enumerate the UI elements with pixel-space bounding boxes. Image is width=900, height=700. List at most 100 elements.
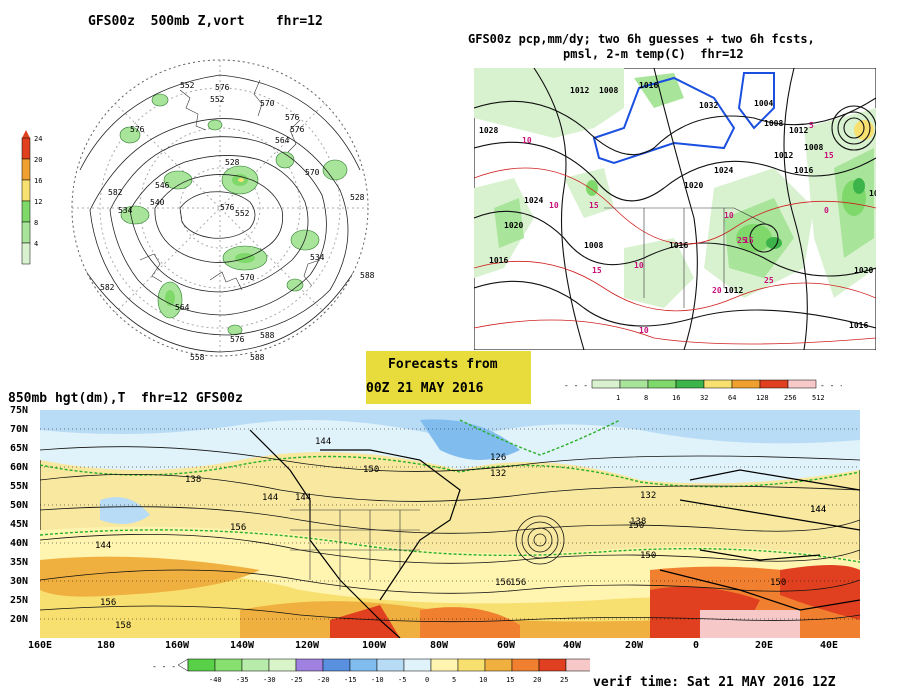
precip-legend-tick: 8 <box>644 394 648 402</box>
lon-label: 80W <box>430 640 449 651</box>
isobar-label: 1032 <box>699 101 718 110</box>
vort-legend-tick: 20 <box>34 156 42 164</box>
isobar-label: 1016 <box>489 256 508 265</box>
vort-legend-arrow <box>22 130 30 138</box>
temp-legend-swatch <box>295 658 324 672</box>
contour-label: 564 <box>175 303 190 312</box>
temp-label: 0 <box>824 206 829 215</box>
temp-legend: - - - -40 -35 -30 -25 -20 -15 -10 -5 0 5 10 15 20 25 <box>152 658 590 684</box>
lat-label: 30N <box>10 576 29 587</box>
contour-label: 576 <box>215 83 230 92</box>
lat-label: 75N <box>10 405 29 416</box>
precip-legend-tick: 256 <box>784 394 797 402</box>
vort-legend-swatch <box>21 242 31 265</box>
height-label: 138 <box>630 517 646 527</box>
temp-legend-swatch <box>457 658 486 672</box>
isobar-label: 1008 <box>804 143 823 152</box>
temp-legend-tick: -5 <box>398 676 406 684</box>
contour-label: 540 <box>150 198 165 207</box>
lat-label: 70N <box>10 424 29 435</box>
temp-label: 10 <box>639 326 649 335</box>
temp-label: 20 <box>712 286 722 295</box>
isobar-label: 1012 <box>570 86 589 95</box>
temp-label: 15 <box>824 151 834 160</box>
height-label: 156 <box>495 578 511 588</box>
contour-label: 576 <box>285 113 300 122</box>
isobar-label: 1020 <box>684 181 703 190</box>
isobar-label: 1008 <box>599 86 618 95</box>
lat-label: 25N <box>10 595 29 606</box>
temp-legend-swatch <box>511 658 540 672</box>
temp-legend-tick: -30 <box>263 676 276 684</box>
lat-label: 55N <box>10 481 29 492</box>
height-label: 144 <box>810 505 826 515</box>
height-label: 132 <box>490 469 506 479</box>
vort-legend-tick: 4 <box>34 240 38 248</box>
precip-legend-tick: 64 <box>728 394 736 402</box>
temp-legend-tick: 20 <box>533 676 541 684</box>
temp-label: 15 <box>592 266 602 275</box>
isobar-label: 1028 <box>479 126 498 135</box>
temp-label: 10 <box>634 261 644 270</box>
vort-legend-tick: 16 <box>34 177 42 185</box>
temp-label: 10 <box>522 136 532 145</box>
panel-850mb-title: 850mb hgt(dm),T fhr=12 GFS00z <box>8 391 243 406</box>
panel-precip-map: 1012 100810161032102810241020101610041008… <box>474 68 876 350</box>
height-label: 150 <box>363 465 379 475</box>
panel-precip-title-line1: GFS00z pcp,mm/dy; two 6h guesses + two 6… <box>468 32 815 46</box>
temp-legend-tick: 15 <box>506 676 514 684</box>
temp-label: 5 <box>809 121 814 130</box>
lat-axis: 75N 70N 65N 60N 55N 50N 45N 40N 35N 30N 25N 20N <box>8 405 40 640</box>
vort-legend-swatch <box>21 137 31 160</box>
contour-label: 546 <box>155 181 170 190</box>
precip-legend-swatch <box>647 379 677 389</box>
temp-legend-swatch <box>187 658 216 672</box>
forecast-origin-box: Forecasts from 00Z 21 MAY 2016 <box>366 351 531 404</box>
lon-label: 40W <box>563 640 582 651</box>
contour-label: 588 <box>260 331 275 340</box>
precip-legend-swatch <box>591 379 621 389</box>
lon-label: 180 <box>97 640 116 651</box>
lon-label: 40E <box>820 640 839 651</box>
lat-label: 20N <box>10 614 29 625</box>
contour-label: 570 <box>305 168 320 177</box>
isobar-label: 1012 <box>724 286 743 295</box>
contour-label: 576 <box>230 335 245 344</box>
isobar-label: 102 <box>869 189 876 198</box>
panel-500mb-title: GFS00z 500mb Z,vort fhr=12 <box>88 14 323 29</box>
temp-legend-swatch <box>214 658 243 672</box>
lon-axis: 160E 180 160W 140W 120W 100W 80W 60W 40W 20W 0 20E 4… <box>0 640 900 654</box>
isobar-label: 1016 <box>794 166 813 175</box>
height-label: 144 <box>295 493 311 503</box>
isobar-label: 1024 <box>524 196 543 205</box>
precip-legend-swatch <box>703 379 733 389</box>
precip-legend-swatch <box>731 379 761 389</box>
temp-label: 10 <box>724 211 734 220</box>
isobar-label: 1020 <box>504 221 523 230</box>
temp-legend-tick: -10 <box>371 676 384 684</box>
isobar-label: 1012 <box>789 126 808 135</box>
precip-legend-swatch <box>787 379 817 389</box>
precip-legend-tick: 512 <box>812 394 825 402</box>
isobar-label: 1020 <box>854 266 873 275</box>
height-label: 156 <box>230 523 246 533</box>
lon-label: 0 <box>693 640 700 651</box>
contour-label: 558 <box>190 353 205 362</box>
temp-legend-swatch <box>430 658 459 672</box>
height-label: 144 <box>262 493 278 503</box>
forecast-origin-line2: 00Z 21 MAY 2016 <box>366 381 484 396</box>
temp-label: 25 <box>737 236 747 245</box>
temp-legend-arrow-left <box>177 658 189 672</box>
temp-legend-swatch <box>484 658 513 672</box>
height-label: 150 <box>640 551 656 561</box>
height-label: 132 <box>640 491 656 501</box>
vort-legend-bar: 24 20 16 12 8 4 <box>21 130 42 265</box>
temp-legend-tick: -15 <box>344 676 357 684</box>
contour-label: 528 <box>350 193 365 202</box>
contour-label: 582 <box>108 188 123 197</box>
height-label: 126 <box>490 453 506 463</box>
temp-label: 10 <box>549 201 559 210</box>
svg-text:- - -: - - - <box>152 662 176 671</box>
height-label: 158 <box>115 621 131 631</box>
